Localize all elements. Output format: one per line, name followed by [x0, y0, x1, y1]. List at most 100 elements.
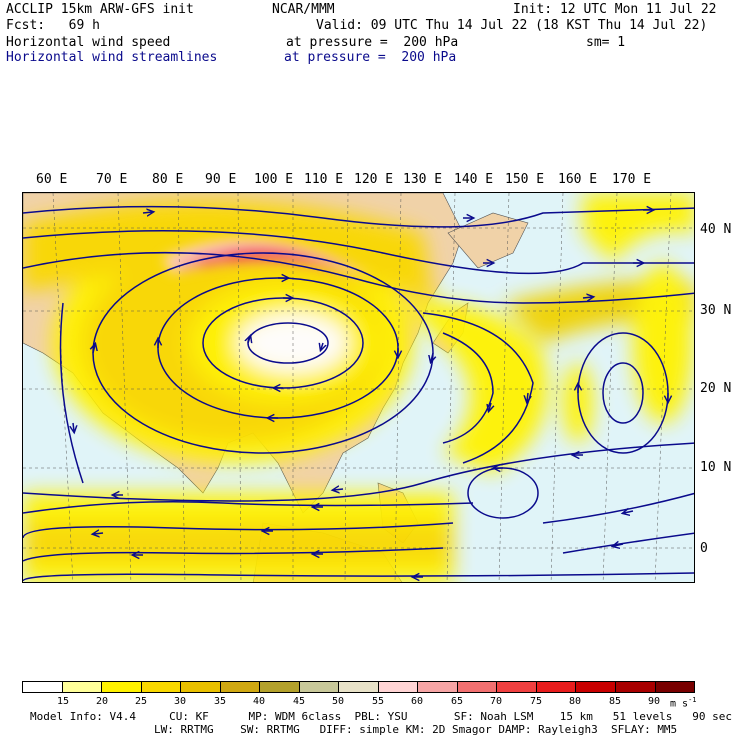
model-info-line2: LW: RRTMG SW: RRTMG DIFF: simple KM: 2D …: [154, 723, 678, 736]
lon-label: 80 E: [152, 172, 184, 187]
streamline-arrow: [489, 402, 491, 410]
grid-lon: [394, 193, 402, 582]
colorbar-units-exponent: -1: [688, 696, 697, 704]
colorbar-label: 30: [174, 696, 187, 707]
colorbar-swatch: [23, 682, 62, 692]
field2-name: Horizontal wind streamlines: [6, 50, 218, 65]
streamline-westerly: [23, 251, 694, 304]
colorbar-label: 75: [530, 696, 543, 707]
streamline-arrow: [624, 511, 634, 513]
grid-lon: [177, 193, 186, 582]
colorbar-swatch: [496, 682, 536, 692]
lon-label: 90 E: [205, 172, 237, 187]
streamline-westerly: [23, 229, 694, 275]
colorbar: [22, 681, 695, 693]
streamline-easterly: [562, 532, 694, 554]
lat-label: 40 N: [700, 222, 732, 237]
streamline-arrow: [248, 337, 250, 343]
lat-label: 30 N: [700, 303, 732, 318]
grid-lon: [446, 193, 456, 582]
colorbar-label: 35: [214, 696, 227, 707]
lon-label: 100 E: [254, 172, 294, 187]
field1-level: at pressure = 200 hPa: [286, 35, 459, 50]
streamline-easterly: [23, 501, 474, 514]
colorbar-label: 65: [451, 696, 464, 707]
colorbar-swatch: [456, 682, 497, 692]
colorbar-swatch: [614, 682, 655, 692]
streamline-arrow: [527, 392, 528, 401]
institution-label: NCAR/MMM: [272, 2, 335, 17]
streamline-easterly: [23, 547, 444, 562]
colorbar-swatch: [654, 682, 695, 692]
lon-label: 150 E: [505, 172, 545, 187]
model-info-line1: Model Info: V4.4 CU: KF MP: WDM 6class P…: [30, 710, 732, 723]
colorbar-swatch: [61, 682, 102, 692]
streamline-easterly: [23, 522, 454, 539]
colorbar-swatch: [101, 682, 141, 692]
grid-lon: [344, 193, 349, 582]
colorbar-swatch: [338, 682, 378, 692]
lon-label: 160 E: [558, 172, 598, 187]
colorbar-swatch: [377, 682, 418, 692]
streamline-arrow: [142, 212, 152, 213]
lon-label: 170 E: [612, 172, 652, 187]
colorbar-label: 80: [569, 696, 582, 707]
streamline-arrow: [614, 544, 624, 546]
colorbar-label: 15: [57, 696, 70, 707]
grid-lon: [498, 193, 510, 582]
forecast-hour: Fcst: 69 h: [6, 18, 100, 33]
colorbar-label: 70: [490, 696, 503, 707]
streamline-westerly: [23, 205, 694, 228]
wind-map: [23, 193, 694, 582]
streamline-easterly: [23, 572, 694, 582]
colorbar-label: 45: [293, 696, 306, 707]
colorbar-swatch: [219, 682, 260, 692]
east-pacific-speed-patch: [633, 263, 693, 423]
east-asia-anticyclone-arm: [403, 301, 548, 473]
lat-label: 10 N: [700, 460, 732, 475]
grid-lon: [654, 193, 672, 582]
streamline-arrow: [93, 345, 95, 354]
field2-level: at pressure = 200 hPa: [284, 50, 457, 65]
streamline-east-arm: [422, 312, 534, 464]
streamline-easterly: [23, 442, 694, 502]
streamline-arrow: [582, 297, 592, 298]
colorbar-swatch: [298, 682, 339, 692]
lon-label: 110 E: [304, 172, 344, 187]
field1-name: Horizontal wind speed: [6, 35, 171, 50]
colorbar-units-text: m s: [670, 698, 689, 710]
streamline-east-arm: [442, 332, 494, 444]
colorbar-label: 55: [372, 696, 385, 707]
colorbar-label: 90: [648, 696, 661, 707]
streamline-pacific-eddy: [602, 362, 644, 424]
colorbar-units: m s-1: [670, 696, 697, 709]
streamline-arrow: [321, 343, 323, 349]
grid-lon: [550, 193, 564, 582]
init-time: Init: 12 UTC Mon 11 Jul 22: [513, 2, 717, 17]
streamline-arrow: [73, 422, 74, 431]
lon-label: 120 E: [354, 172, 394, 187]
colorbar-swatch: [140, 682, 181, 692]
colorbar-label: 60: [411, 696, 424, 707]
streamline-arrow: [431, 352, 433, 361]
colorbar-swatch: [259, 682, 299, 692]
grid-lon: [52, 193, 74, 582]
colorbar-label: 85: [609, 696, 622, 707]
streamline-arrow: [94, 533, 104, 534]
field1-smoothing: sm= 1: [586, 35, 626, 50]
grid-lon: [602, 193, 618, 582]
colorbar-label: 25: [135, 696, 148, 707]
lon-label: 130 E: [403, 172, 443, 187]
colorbar-swatch: [417, 682, 457, 692]
streamlines: [23, 205, 694, 582]
colorbar-label: 50: [332, 696, 345, 707]
colorbar-label: 40: [253, 696, 266, 707]
streamline-arrow: [334, 489, 344, 490]
lon-label: 70 E: [96, 172, 128, 187]
lat-label: 20 N: [700, 381, 732, 396]
colorbar-swatch: [180, 682, 220, 692]
grid-lon: [237, 193, 242, 582]
streamline-western-flank: [59, 302, 84, 484]
lon-label: 60 E: [36, 172, 68, 187]
latlon-grid: [23, 193, 694, 582]
